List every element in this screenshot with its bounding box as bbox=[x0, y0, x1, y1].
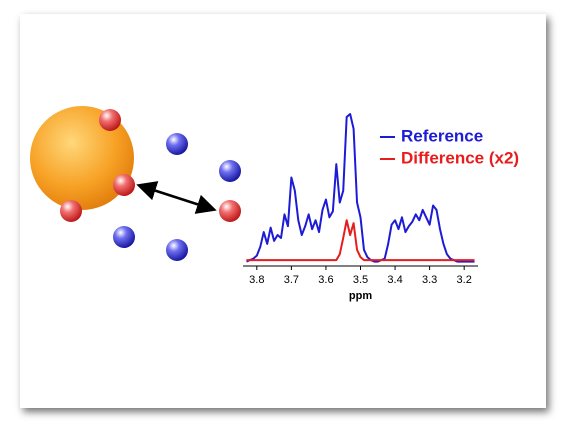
bound-ligand bbox=[113, 174, 135, 196]
x-tick-label: 3.5 bbox=[353, 274, 368, 286]
spectrum: 3.8 3.7 3.6 3.5 3.4 3.3 3.2 ppm Reference Differe… bbox=[243, 113, 519, 302]
nanoparticle bbox=[30, 106, 134, 210]
x-axis-label: ppm bbox=[349, 290, 372, 302]
exchange-arrow bbox=[136, 181, 217, 214]
legend-label: Reference bbox=[401, 126, 483, 145]
bound-ligand bbox=[60, 200, 82, 222]
free-ligand bbox=[219, 200, 241, 222]
x-tick-label: 3.7 bbox=[284, 274, 299, 286]
x-tick-label: 3.8 bbox=[249, 274, 264, 286]
bound-ligand bbox=[99, 109, 121, 131]
spectrum-line bbox=[246, 113, 475, 263]
legend-label: Difference (x2) bbox=[401, 148, 519, 167]
x-tick-label: 3.6 bbox=[318, 274, 333, 286]
molecule bbox=[166, 133, 188, 155]
spectrum-line bbox=[246, 219, 475, 262]
molecule bbox=[166, 239, 188, 261]
card bbox=[20, 14, 546, 408]
molecule bbox=[219, 160, 241, 182]
x-tick-label: 3.3 bbox=[422, 274, 437, 286]
molecule bbox=[113, 226, 135, 248]
x-tick-label: 3.4 bbox=[387, 274, 402, 286]
schematic bbox=[30, 106, 241, 261]
x-tick-label: 3.2 bbox=[457, 274, 472, 286]
